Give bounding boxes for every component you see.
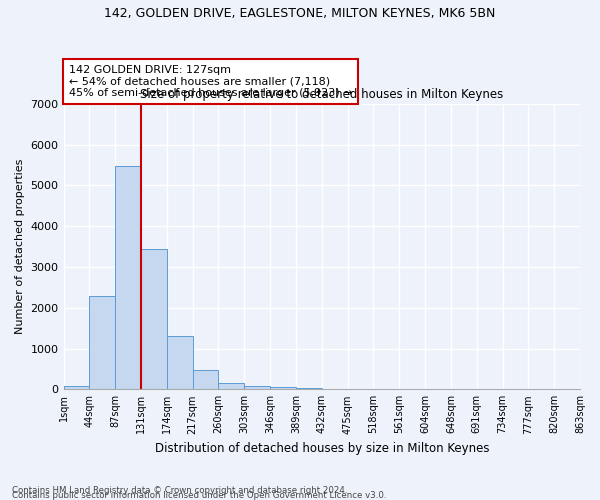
Title: Size of property relative to detached houses in Milton Keynes: Size of property relative to detached ho… <box>140 88 503 102</box>
Bar <box>167 336 193 390</box>
Text: 142 GOLDEN DRIVE: 127sqm
← 54% of detached houses are smaller (7,118)
45% of sem: 142 GOLDEN DRIVE: 127sqm ← 54% of detach… <box>69 65 352 98</box>
Y-axis label: Number of detached properties: Number of detached properties <box>15 159 25 334</box>
Bar <box>218 383 244 390</box>
Bar <box>244 386 270 390</box>
Bar <box>296 388 322 390</box>
Bar <box>193 370 218 390</box>
Bar <box>115 166 141 390</box>
Text: Contains public sector information licensed under the Open Government Licence v3: Contains public sector information licen… <box>12 490 386 500</box>
Bar <box>270 387 296 390</box>
Bar <box>89 296 115 390</box>
Bar <box>64 386 89 390</box>
X-axis label: Distribution of detached houses by size in Milton Keynes: Distribution of detached houses by size … <box>155 442 489 455</box>
Bar <box>141 248 167 390</box>
Text: 142, GOLDEN DRIVE, EAGLESTONE, MILTON KEYNES, MK6 5BN: 142, GOLDEN DRIVE, EAGLESTONE, MILTON KE… <box>104 8 496 20</box>
Text: Contains HM Land Registry data © Crown copyright and database right 2024.: Contains HM Land Registry data © Crown c… <box>12 486 347 495</box>
